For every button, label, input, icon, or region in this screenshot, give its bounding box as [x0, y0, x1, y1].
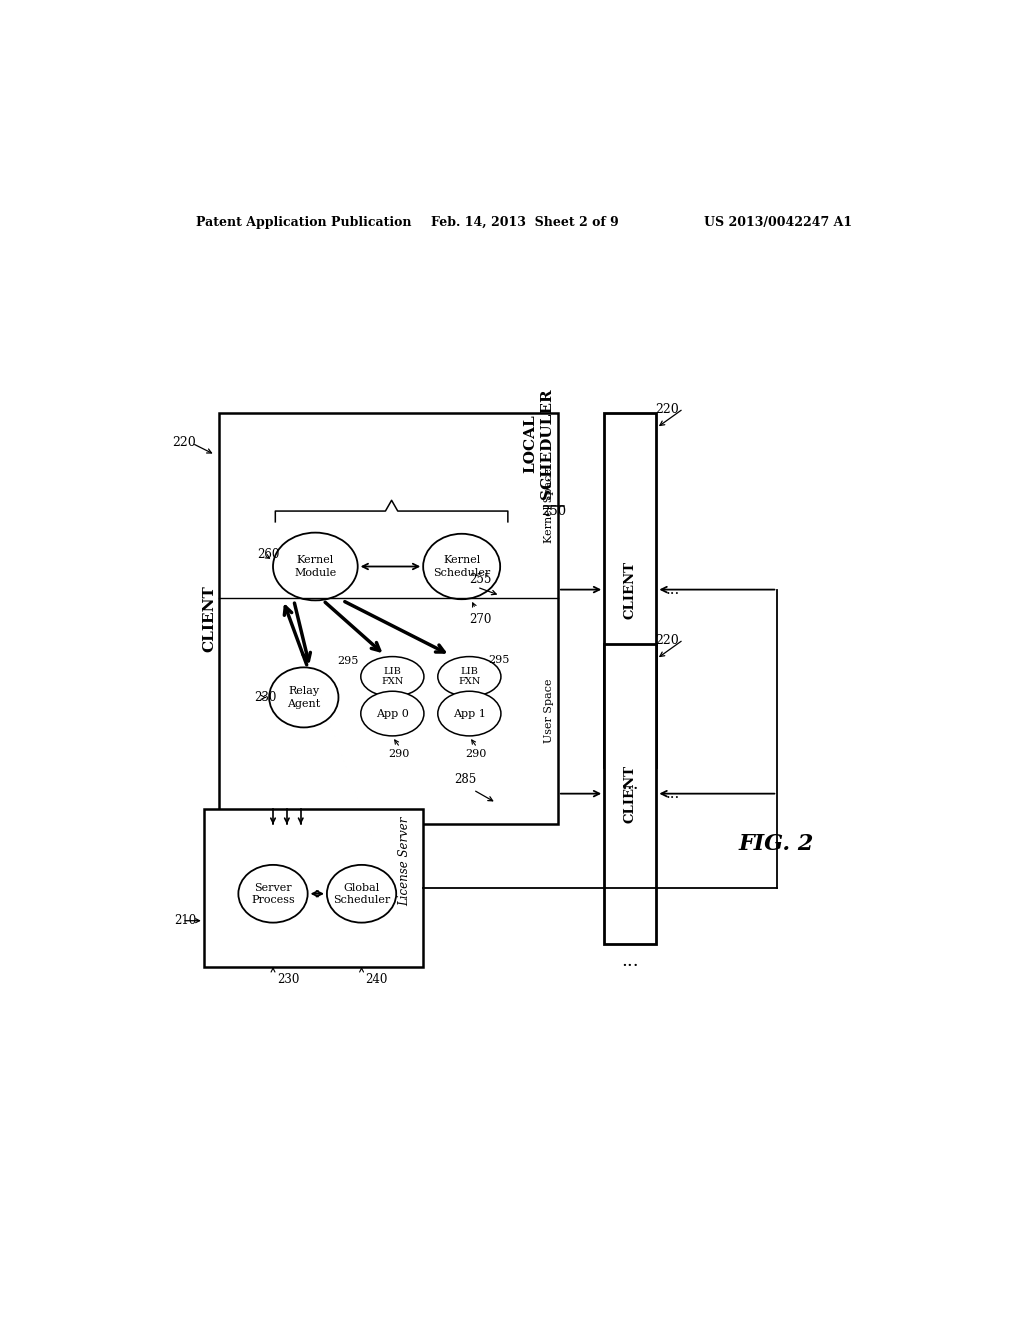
- Ellipse shape: [273, 532, 357, 601]
- Text: Kernel Space: Kernel Space: [544, 467, 554, 543]
- Text: 230: 230: [276, 973, 299, 986]
- Text: ...: ...: [622, 952, 639, 970]
- Text: License Server: License Server: [398, 817, 412, 906]
- Text: User Space: User Space: [544, 678, 554, 743]
- Ellipse shape: [360, 692, 424, 737]
- Ellipse shape: [423, 533, 500, 599]
- FancyBboxPatch shape: [219, 412, 558, 825]
- Text: CLIENT: CLIENT: [624, 764, 637, 822]
- Text: CLIENT: CLIENT: [624, 561, 637, 619]
- Text: 240: 240: [366, 973, 388, 986]
- Text: Patent Application Publication: Patent Application Publication: [196, 216, 412, 230]
- Text: US 2013/0042247 A1: US 2013/0042247 A1: [705, 216, 852, 230]
- Text: Feb. 14, 2013  Sheet 2 of 9: Feb. 14, 2013 Sheet 2 of 9: [431, 216, 618, 230]
- Text: 230: 230: [254, 690, 276, 704]
- Text: App 1: App 1: [453, 709, 485, 718]
- Text: 220: 220: [173, 436, 197, 449]
- Text: Server
Process: Server Process: [251, 883, 295, 906]
- Text: ...: ...: [666, 787, 680, 801]
- Text: 270: 270: [469, 612, 492, 626]
- Text: 250: 250: [542, 506, 566, 517]
- Text: LIB
FXN: LIB FXN: [381, 667, 403, 686]
- Ellipse shape: [360, 656, 424, 697]
- Text: Kernel
Module: Kernel Module: [294, 556, 337, 578]
- Text: 210: 210: [174, 915, 197, 927]
- Ellipse shape: [269, 668, 339, 727]
- FancyBboxPatch shape: [204, 809, 423, 966]
- Text: 290: 290: [388, 748, 410, 759]
- Text: 220: 220: [655, 635, 679, 647]
- Ellipse shape: [438, 656, 501, 697]
- Text: 285: 285: [454, 774, 476, 785]
- FancyBboxPatch shape: [604, 644, 656, 944]
- Text: Relay
Agent: Relay Agent: [287, 686, 321, 709]
- Text: App 0: App 0: [376, 709, 409, 718]
- Text: 220: 220: [655, 404, 679, 416]
- Text: LIB
FXN: LIB FXN: [458, 667, 480, 686]
- Text: 290: 290: [466, 748, 486, 759]
- Ellipse shape: [327, 865, 396, 923]
- Text: Global
Scheduler: Global Scheduler: [333, 883, 390, 906]
- Text: Kernel
Scheduler: Kernel Scheduler: [433, 556, 490, 578]
- Text: 255: 255: [469, 573, 492, 586]
- Ellipse shape: [438, 692, 501, 737]
- Text: 295: 295: [337, 656, 358, 667]
- Text: LOCAL
SCHEDULER: LOCAL SCHEDULER: [523, 388, 554, 499]
- Text: ...: ...: [666, 582, 680, 597]
- Text: 295: 295: [488, 655, 510, 665]
- Text: ...: ...: [622, 775, 639, 792]
- Ellipse shape: [239, 865, 307, 923]
- Text: FIG. 2: FIG. 2: [739, 833, 814, 855]
- FancyBboxPatch shape: [604, 412, 656, 767]
- Text: 260: 260: [258, 548, 280, 561]
- Text: CLIENT: CLIENT: [203, 585, 217, 652]
